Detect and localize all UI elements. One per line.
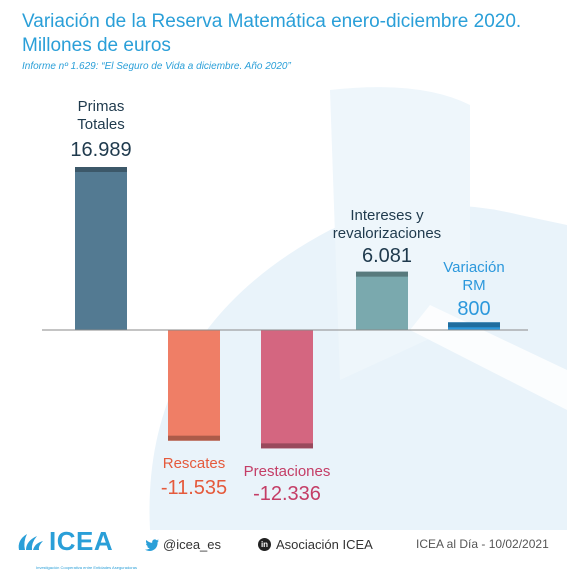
twitter-link[interactable]: @icea_es: [145, 537, 221, 552]
category-label-rescates: Rescates: [163, 455, 226, 472]
bar-cap-intereses-y-revalorizaciones: [356, 272, 408, 277]
footer: ICEA Investigación Cooperativa entre Ent…: [0, 534, 567, 558]
bar-cap-prestaciones: [261, 443, 313, 448]
twitter-bird-icon: [145, 539, 159, 551]
value-label-variacion-rm: 800: [457, 298, 490, 320]
bar-cap-rescates: [168, 436, 220, 441]
bar-cap-variacion-rm: [448, 322, 500, 327]
value-label-primas-totales: 16.989: [70, 139, 131, 161]
twitter-handle: @icea_es: [163, 537, 221, 552]
linkedin-link[interactable]: in Asociación ICEA: [258, 537, 373, 552]
value-label-rescates: -11.535: [161, 477, 227, 499]
value-label-prestaciones: -12.336: [253, 483, 321, 505]
linkedin-icon: in: [258, 538, 271, 551]
bar-intereses-y-revalorizaciones: [356, 272, 408, 330]
icea-logo: ICEA: [15, 526, 113, 557]
bar-cap-primas-totales: [75, 167, 127, 172]
category-label-prestaciones: Prestaciones: [244, 463, 331, 480]
icea-logo-icon: [15, 530, 45, 554]
publication-date: ICEA al Día - 10/02/2021: [416, 537, 549, 551]
icea-logo-tagline: Investigación Cooperativa entre Entidade…: [36, 565, 137, 570]
value-label-intereses-y-revalorizaciones: 6.081: [362, 245, 412, 267]
icea-logo-text: ICEA: [49, 526, 113, 557]
bar-rescates: [168, 330, 220, 441]
linkedin-name: Asociación ICEA: [276, 537, 373, 552]
bar-prestaciones: [261, 330, 313, 448]
bar-primas-totales: [75, 167, 127, 330]
